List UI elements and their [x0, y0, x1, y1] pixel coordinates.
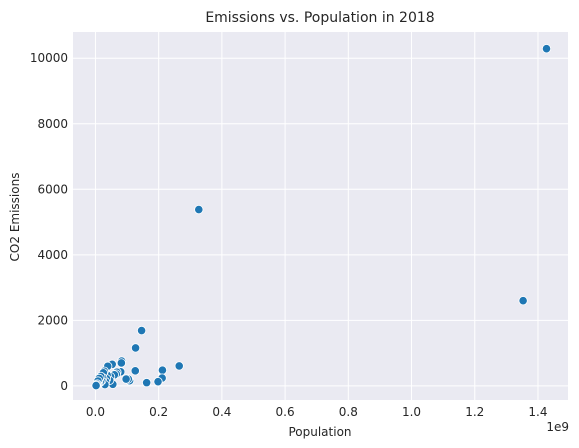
y-tick-label: 8000	[37, 117, 68, 131]
data-point	[174, 361, 184, 371]
data-point	[116, 358, 126, 368]
y-tick-label: 10000	[30, 51, 68, 65]
x-axis-label: Population	[288, 425, 351, 439]
data-point	[121, 374, 131, 384]
chart-title: Emissions vs. Population in 2018	[205, 10, 434, 26]
x-axis-offset-label: 1e9	[546, 420, 569, 434]
data-point	[130, 343, 141, 353]
data-points	[91, 44, 552, 391]
plot-area	[73, 32, 568, 400]
grid-lines	[73, 32, 568, 400]
data-point	[541, 44, 552, 54]
x-tick-labels: 0.0 0.2 0.4 0.6 0.8 1.0 1.2 1.4	[86, 405, 548, 419]
data-point	[518, 296, 528, 306]
x-tick-label: 0.4	[212, 405, 231, 419]
data-point	[142, 378, 152, 388]
x-tick-label: 0.8	[339, 405, 358, 419]
y-axis-label: CO2 Emissions	[8, 173, 22, 262]
x-tick-label: 0.6	[276, 405, 295, 419]
data-point	[194, 205, 204, 215]
x-tick-label: 1.4	[528, 405, 547, 419]
x-tick-label: 1.0	[402, 405, 421, 419]
y-tick-label: 0	[60, 379, 68, 393]
x-tick-label: 1.2	[465, 405, 484, 419]
y-tick-label: 2000	[37, 313, 68, 327]
x-tick-label: 0.2	[149, 405, 168, 419]
data-point	[157, 365, 168, 375]
y-tick-labels: 0 2000 4000 6000 8000 10000	[30, 51, 68, 393]
y-tick-label: 4000	[37, 248, 68, 262]
data-point	[91, 380, 101, 391]
data-point	[153, 377, 163, 387]
data-point	[130, 366, 140, 376]
y-tick-label: 6000	[37, 182, 68, 196]
x-tick-label: 0.0	[86, 405, 105, 419]
data-point	[136, 325, 147, 336]
